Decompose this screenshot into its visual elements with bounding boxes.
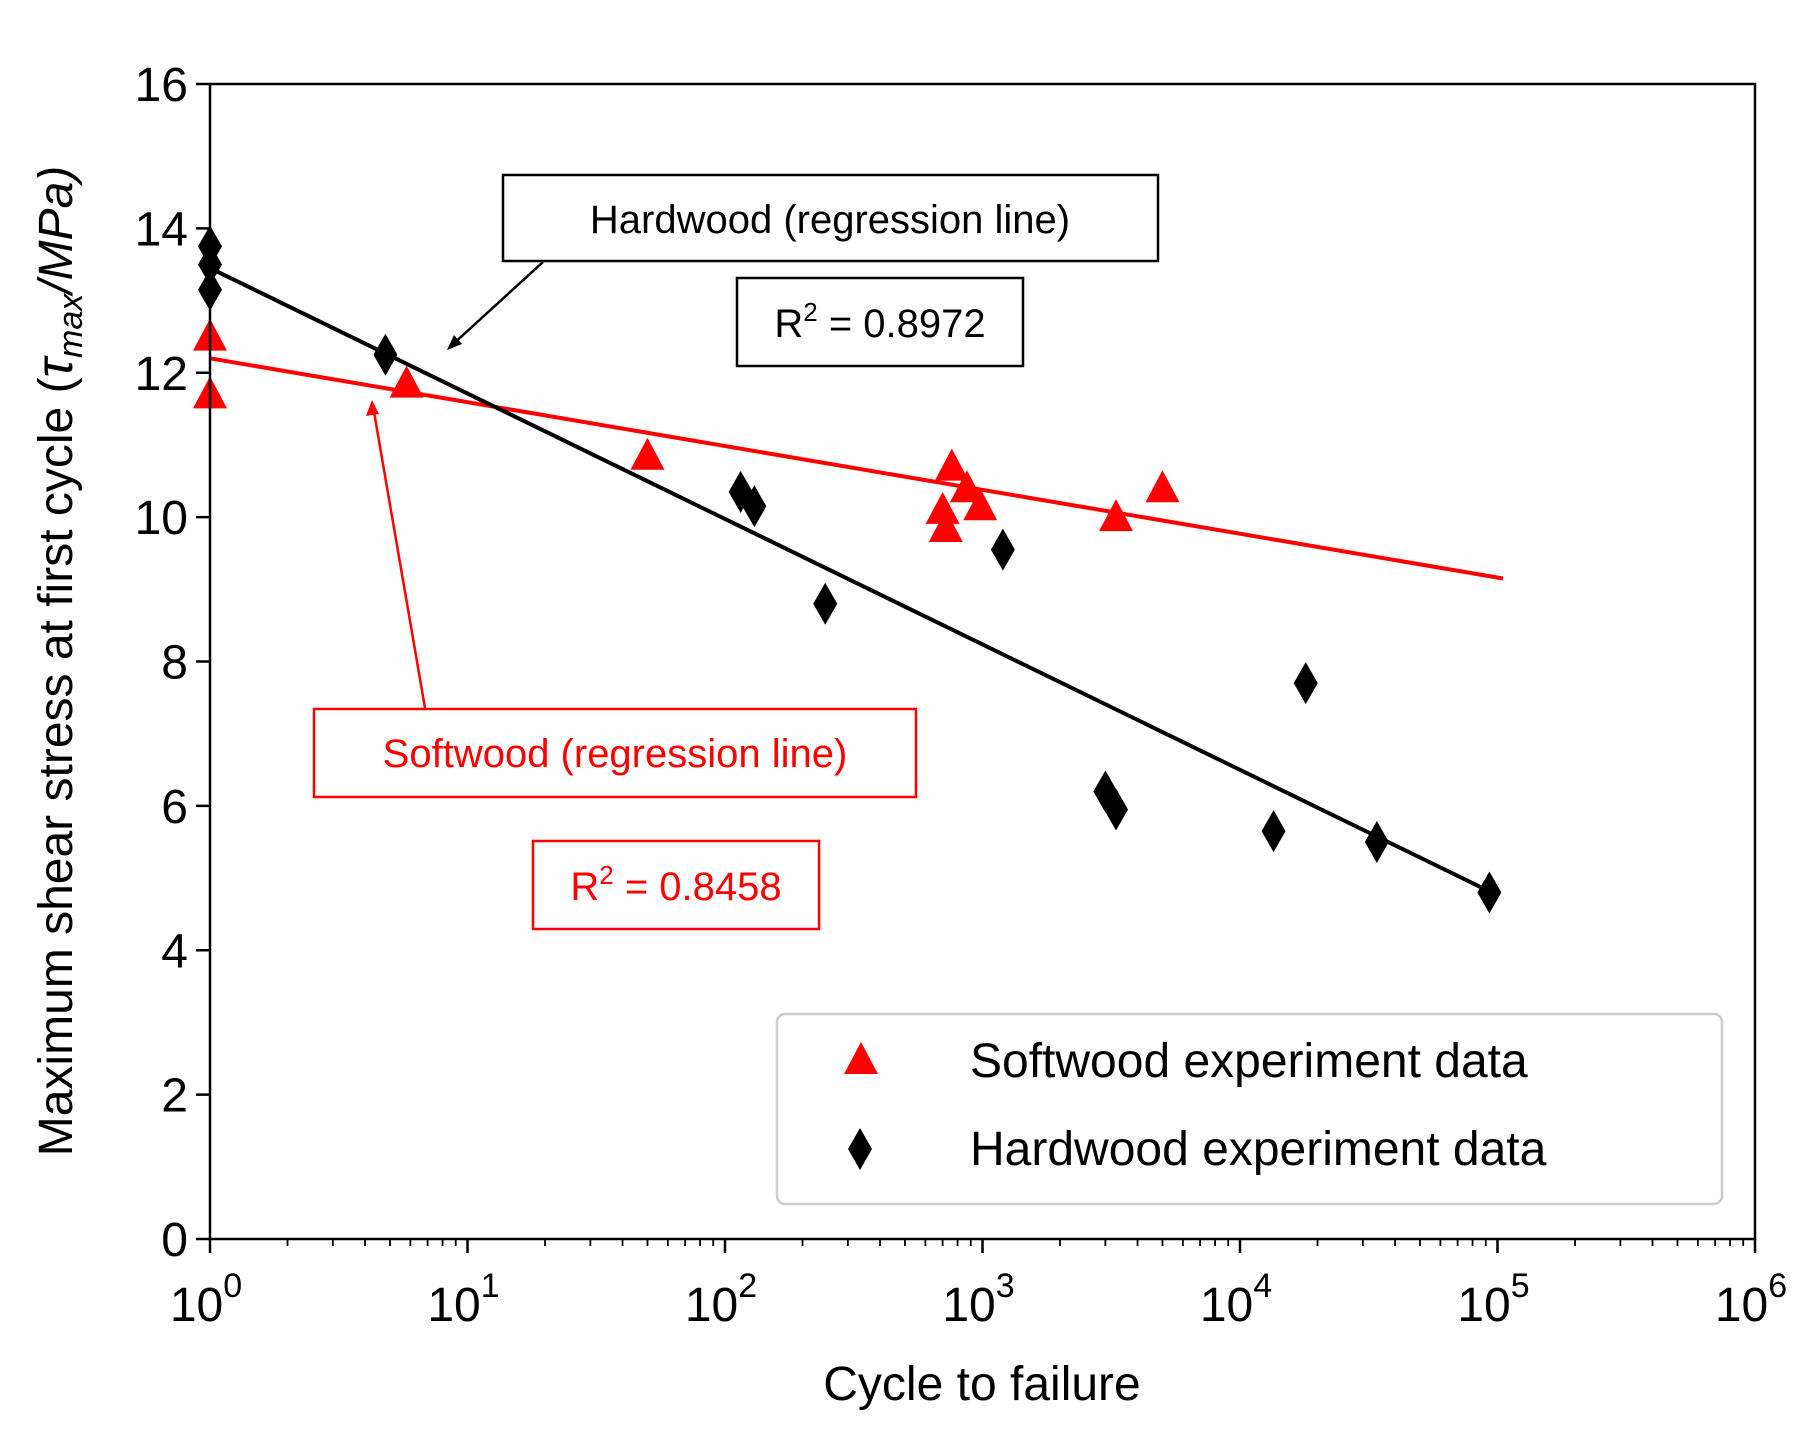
- hardwood-point-12: [1364, 820, 1389, 863]
- softwood-point-4: [925, 491, 960, 524]
- y-tick-label-5: 10: [135, 492, 188, 545]
- y-axis-label-sub: max: [52, 293, 90, 358]
- y-tick-label-8: 16: [135, 59, 188, 112]
- hardwood-annotation-text: Hardwood (regression line): [590, 198, 1070, 242]
- hardwood-annotation-arrowhead: [447, 335, 462, 350]
- y-axis-label-suffix: /MPa): [30, 166, 83, 297]
- x-tick-label-5: 105: [1457, 1267, 1529, 1332]
- legend-hardwood-label: Hardwood experiment data: [970, 1123, 1547, 1176]
- softwood-point-8: [963, 488, 998, 521]
- x-tick-label-3: 103: [942, 1267, 1014, 1332]
- hardwood-r2-text: R2 = 0.8972: [774, 297, 985, 346]
- y-axis-label-prefix: Maximum shear stress at first cycle (: [30, 377, 83, 1156]
- y-tick-label-2: 4: [161, 925, 188, 978]
- legend-box: [775, 1012, 1724, 1206]
- softwood-annotation-text: Softwood (regression line): [383, 732, 848, 776]
- y-tick-label-4: 8: [161, 637, 188, 690]
- softwood-point-5: [928, 509, 963, 542]
- softwood-annotation-arrowhead: [366, 400, 379, 416]
- softwood-point-10: [1145, 470, 1180, 503]
- y-tick-label-0: 0: [161, 1214, 188, 1267]
- softwood-point-3: [630, 437, 665, 470]
- hardwood-point-6: [813, 582, 838, 625]
- softwood-point-6: [934, 448, 969, 481]
- softwood-annotation-box: [312, 707, 918, 799]
- softwood-annotation-arrow: [371, 405, 427, 709]
- legend-hardwood-marker: [848, 1128, 872, 1170]
- x-tick-label-6: 106: [1715, 1267, 1787, 1332]
- x-tick-label-0: 100: [170, 1267, 242, 1332]
- y-axis-label-tau: τ: [26, 354, 84, 377]
- hardwood-point-3: [373, 333, 398, 376]
- hardwood-point-11: [1293, 662, 1318, 705]
- hardwood-point-10: [1261, 810, 1286, 853]
- regression-line-softwood: [209, 356, 1504, 581]
- hardwood-r2-box: [735, 276, 1025, 368]
- hardwood-annotation-arrow: [450, 261, 544, 347]
- x-tick-label-4: 104: [1200, 1267, 1272, 1332]
- softwood-point-2: [389, 365, 424, 398]
- hardwood-point-5: [742, 485, 767, 528]
- y-tick-label-3: 6: [161, 781, 188, 834]
- y-tick-label-7: 14: [135, 203, 188, 256]
- x-tick-label-2: 102: [685, 1267, 757, 1332]
- y-tick-label-6: 12: [135, 348, 188, 401]
- softwood-point-9: [1099, 499, 1134, 532]
- softwood-r2-text: R2 = 0.8458: [570, 860, 781, 909]
- legend-softwood-label: Softwood experiment data: [970, 1035, 1528, 1088]
- regression-line-hardwood: [209, 266, 1493, 895]
- hardwood-point-13: [1477, 871, 1502, 914]
- hardwood-point-7: [990, 528, 1015, 571]
- hardwood-annotation-box: [501, 173, 1160, 263]
- softwood-point-7: [949, 470, 984, 503]
- x-axis-label: Cycle to failure: [823, 1358, 1140, 1411]
- y-axis-label: Maximum shear stress at first cycle (τma…: [26, 166, 90, 1157]
- hardwood-point-9: [1104, 788, 1129, 831]
- y-tick-label-1: 2: [161, 1070, 188, 1123]
- legend-softwood-marker: [844, 1042, 878, 1074]
- x-tick-label-1: 101: [427, 1267, 499, 1332]
- softwood-r2-box: [531, 839, 821, 931]
